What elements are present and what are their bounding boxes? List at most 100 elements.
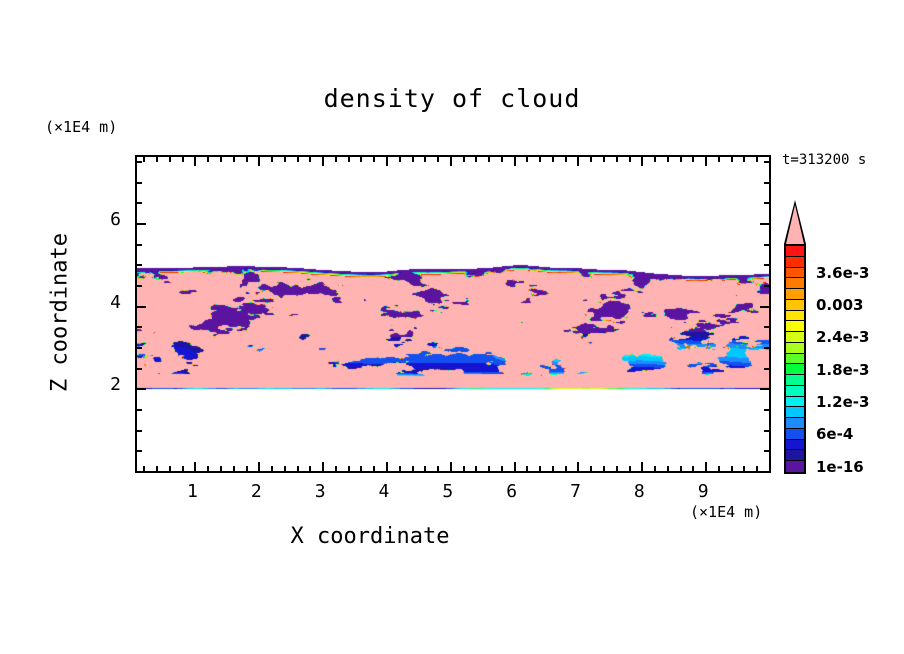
axis-tick [641, 157, 644, 166]
axis-tick [764, 202, 769, 205]
axis-tick [424, 157, 427, 162]
axis-tick [137, 409, 142, 412]
axis-tick [717, 466, 720, 471]
axis-tick [764, 367, 769, 370]
axis-tick [756, 157, 759, 162]
axis-tick [360, 466, 363, 471]
axis-tick [181, 466, 184, 471]
axis-tick [449, 462, 452, 471]
colorbar-label: 1.8e-3 [816, 360, 870, 379]
axis-tick [207, 466, 210, 471]
axis-tick [258, 157, 261, 166]
x-tick-label: 7 [570, 481, 581, 502]
axis-tick [760, 223, 769, 226]
colorbar-band [786, 385, 804, 397]
axis-tick [679, 466, 682, 471]
colorbar-band [786, 267, 804, 279]
y-tick-label: 6 [110, 209, 121, 231]
axis-tick [156, 157, 159, 162]
page-title: density of cloud [323, 84, 581, 113]
axis-tick [385, 157, 388, 166]
axis-tick [437, 466, 440, 471]
axis-tick [373, 157, 376, 162]
axis-tick [271, 157, 274, 162]
axis-tick [181, 157, 184, 162]
axis-tick [764, 161, 769, 164]
axis-tick [271, 466, 274, 471]
axis-tick [603, 466, 606, 471]
axis-tick [143, 157, 146, 162]
axis-tick [764, 243, 769, 246]
axis-tick [764, 181, 769, 184]
axis-tick [137, 326, 142, 329]
axis-tick [137, 243, 142, 246]
axis-tick [219, 466, 222, 471]
axis-tick [764, 429, 769, 432]
axis-tick [137, 202, 142, 205]
colorbar-band [786, 418, 804, 429]
x-tick-label: 6 [506, 481, 518, 502]
colorbar-band [786, 428, 804, 440]
z-axis-units-label: (×1E4 m) [45, 118, 118, 136]
axis-tick [692, 466, 695, 471]
axis-tick [137, 161, 142, 164]
axis-tick [764, 264, 769, 267]
axis-tick [424, 466, 427, 471]
x-tick-label: 1 [187, 481, 198, 502]
x-tick-label: 5 [442, 481, 454, 502]
axis-tick [437, 157, 440, 162]
axis-tick [764, 326, 769, 329]
axis-tick [628, 466, 631, 471]
axis-tick [577, 157, 580, 166]
axis-tick [564, 466, 567, 471]
axis-tick [590, 157, 593, 162]
colorbar-band [786, 407, 804, 418]
axis-tick [137, 450, 142, 453]
axis-tick [743, 466, 746, 471]
axis-tick [309, 466, 312, 471]
axis-tick [551, 466, 554, 471]
axis-tick [232, 157, 235, 162]
colorbar-band [786, 310, 804, 322]
contour-canvas [137, 157, 769, 471]
axis-tick [615, 157, 618, 162]
colorbar-bands [784, 244, 806, 474]
axis-tick [462, 466, 465, 471]
colorbar-band [786, 461, 804, 472]
axis-tick [717, 157, 720, 162]
x-tick-label: 4 [378, 481, 390, 502]
colorbar-label: 6e-4 [816, 425, 854, 444]
axis-tick [245, 157, 248, 162]
axis-tick [137, 264, 142, 267]
axis-tick [137, 181, 142, 184]
colorbar-band [786, 321, 804, 332]
axis-tick [760, 388, 769, 391]
axis-tick [283, 157, 286, 162]
axis-tick [526, 466, 529, 471]
x-tick-label: 2 [250, 481, 262, 502]
axis-tick [156, 466, 159, 471]
axis-tick [334, 466, 337, 471]
axis-tick [322, 157, 325, 166]
axis-tick [194, 157, 197, 166]
colorbar-overflow-arrow [786, 205, 804, 244]
y-axis-title: Z coordinate [47, 233, 73, 392]
axis-tick [475, 157, 478, 162]
axis-tick [334, 157, 337, 162]
axis-tick [628, 157, 631, 162]
axis-tick [666, 157, 669, 162]
contour-plot-area [135, 155, 771, 473]
axis-tick [488, 157, 491, 162]
axis-tick [347, 466, 350, 471]
axis-tick [513, 462, 516, 471]
axis-tick [168, 157, 171, 162]
axis-tick [168, 466, 171, 471]
axis-tick [322, 462, 325, 471]
axis-tick [615, 466, 618, 471]
colorbar-label: 1e-16 [816, 457, 864, 476]
axis-tick [603, 157, 606, 162]
axis-tick [398, 157, 401, 162]
axis-tick [245, 466, 248, 471]
axis-tick [137, 388, 146, 391]
y-tick-label: 2 [110, 374, 121, 396]
